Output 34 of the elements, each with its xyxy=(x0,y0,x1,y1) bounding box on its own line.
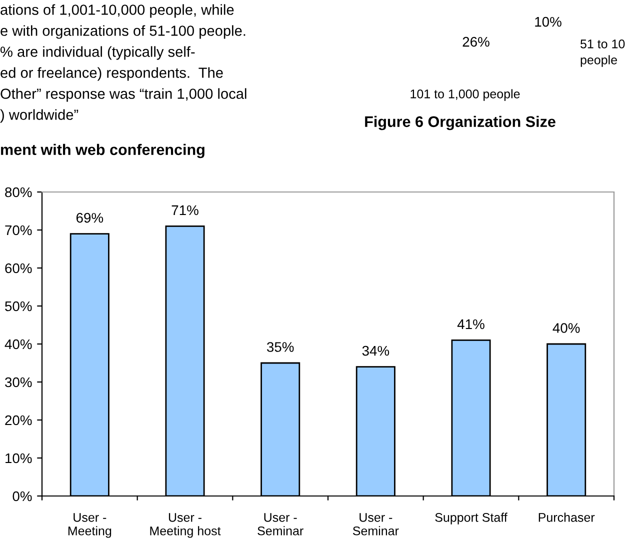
data-label: 71% xyxy=(172,205,198,216)
text: ment with web conferencing xyxy=(1,144,204,158)
x-tick-label: User - Meeting host xyxy=(150,513,221,538)
y-tick-label: 60% xyxy=(5,263,32,274)
text: 101 to 1,000 people xyxy=(410,89,520,101)
y-tick-label: 0% xyxy=(12,491,32,502)
text: 26% xyxy=(462,36,490,47)
text: % are individual (typically self- xyxy=(0,46,195,60)
data-label: 34% xyxy=(362,346,390,356)
data-label: 69% xyxy=(76,212,104,223)
y-tick-label: 50% xyxy=(5,301,32,312)
x-tick-label: Support Staff xyxy=(435,512,508,524)
text: ed or freelance) respondents. The xyxy=(0,67,223,81)
x-tick-label: User - Meeting xyxy=(68,513,112,538)
text: e with organizations of 51-100 people. xyxy=(0,25,246,39)
text: people xyxy=(580,55,617,67)
x-tick-label: User - Seminar xyxy=(258,513,304,536)
data-label: 40% xyxy=(552,323,580,333)
y-tick-label: 20% xyxy=(5,415,32,426)
text: Other” response was “train 1,000 local xyxy=(0,88,246,102)
text: ations of 1,001-10,000 people, while xyxy=(0,4,234,18)
data-label: 35% xyxy=(266,342,294,352)
text: 51 to 10 xyxy=(580,40,625,48)
y-tick-label: 30% xyxy=(5,377,32,388)
y-tick-label: 70% xyxy=(5,225,32,236)
text: Figure 6 Organization Size xyxy=(365,116,556,130)
data-label: 41% xyxy=(457,319,484,330)
x-tick-label: Purchaser xyxy=(538,512,595,522)
text: 10% xyxy=(535,16,562,27)
y-tick-label: 10% xyxy=(6,453,32,464)
text: ) worldwide” xyxy=(0,109,78,123)
x-tick-label: User - Seminar xyxy=(352,513,399,536)
y-tick-label: 80% xyxy=(5,187,32,198)
y-tick-label: 40% xyxy=(4,339,32,350)
